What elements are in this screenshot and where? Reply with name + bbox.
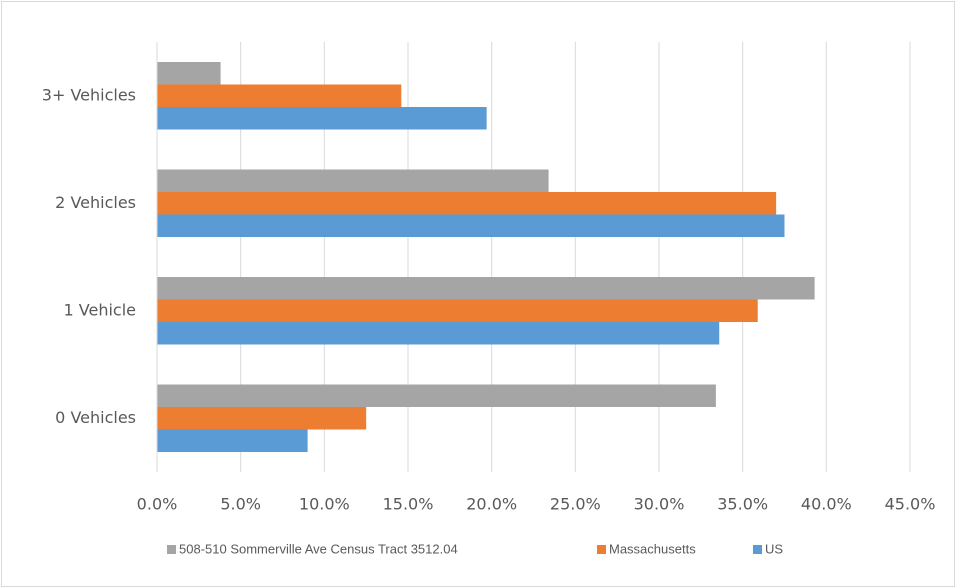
bar xyxy=(157,322,720,345)
x-tick-label: 45.0% xyxy=(885,495,936,514)
bar xyxy=(157,299,758,322)
y-tick-label: 2 Vehicles xyxy=(55,193,136,212)
bar xyxy=(157,84,402,107)
x-tick-label: 0.0% xyxy=(137,495,178,514)
legend-label: 508-510 Sommerville Ave Census Tract 351… xyxy=(179,541,458,556)
y-tick-label: 1 Vehicle xyxy=(64,300,136,319)
x-tick-label: 30.0% xyxy=(634,495,685,514)
bar xyxy=(157,214,785,237)
bar xyxy=(157,384,716,407)
x-tick-label: 15.0% xyxy=(383,495,434,514)
x-tick-label: 25.0% xyxy=(550,495,601,514)
x-tick-label: 40.0% xyxy=(801,495,852,514)
legend-swatch xyxy=(753,545,762,554)
x-tick-label: 10.0% xyxy=(299,495,350,514)
y-tick-label: 0 Vehicles xyxy=(55,408,136,427)
bar xyxy=(157,192,777,215)
legend-swatch xyxy=(167,545,176,554)
legend-label: Massachusetts xyxy=(609,541,696,556)
x-tick-label: 5.0% xyxy=(220,495,261,514)
bar xyxy=(157,169,549,192)
x-tick-label: 20.0% xyxy=(466,495,517,514)
y-tick-label: 3+ Vehicles xyxy=(42,85,136,104)
x-tick-label: 35.0% xyxy=(717,495,768,514)
bar xyxy=(157,62,221,85)
bar xyxy=(157,277,815,300)
bar xyxy=(157,429,308,452)
bar xyxy=(157,407,367,430)
legend-label: US xyxy=(765,541,783,556)
bar xyxy=(157,107,487,130)
legend-swatch xyxy=(597,545,606,554)
